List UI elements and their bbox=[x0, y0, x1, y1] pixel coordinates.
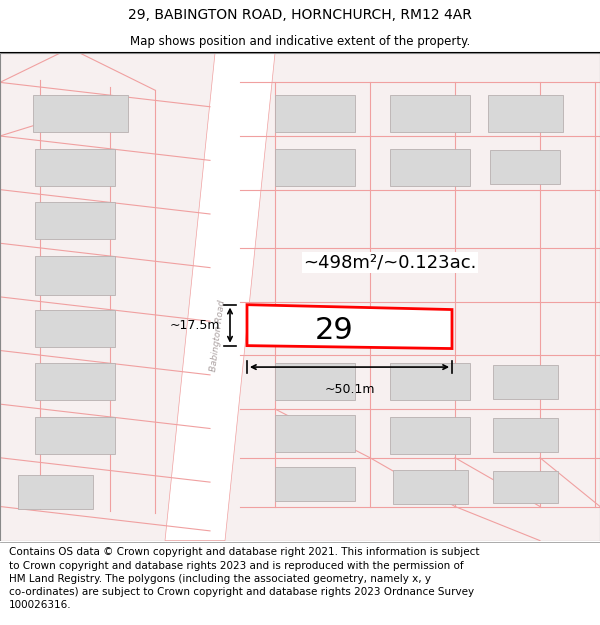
Bar bbox=[35, 363, 115, 400]
Bar bbox=[35, 202, 115, 239]
Text: ~50.1m: ~50.1m bbox=[324, 382, 375, 396]
Text: ~17.5m: ~17.5m bbox=[170, 319, 220, 332]
Bar bbox=[17, 475, 92, 509]
Bar bbox=[32, 95, 128, 132]
Bar bbox=[275, 95, 355, 132]
Bar bbox=[493, 364, 557, 399]
Text: 29, BABINGTON ROAD, HORNCHURCH, RM12 4AR: 29, BABINGTON ROAD, HORNCHURCH, RM12 4AR bbox=[128, 8, 472, 22]
Polygon shape bbox=[165, 53, 275, 541]
Bar bbox=[35, 417, 115, 454]
Text: Babington Road: Babington Road bbox=[209, 299, 227, 372]
Text: Map shows position and indicative extent of the property.: Map shows position and indicative extent… bbox=[130, 35, 470, 48]
Bar bbox=[487, 95, 563, 132]
Bar bbox=[392, 470, 467, 504]
Bar bbox=[275, 363, 355, 400]
Polygon shape bbox=[247, 304, 452, 349]
Bar bbox=[35, 309, 115, 347]
Bar bbox=[390, 149, 470, 186]
Bar bbox=[275, 467, 355, 501]
Bar bbox=[35, 256, 115, 295]
Bar bbox=[390, 363, 470, 400]
Bar bbox=[35, 149, 115, 186]
Text: 29: 29 bbox=[315, 316, 354, 344]
Bar bbox=[275, 149, 355, 186]
Bar bbox=[390, 95, 470, 132]
Bar bbox=[493, 418, 557, 452]
Bar bbox=[490, 150, 560, 184]
Bar bbox=[390, 417, 470, 454]
Text: Contains OS data © Crown copyright and database right 2021. This information is : Contains OS data © Crown copyright and d… bbox=[9, 548, 479, 610]
Bar bbox=[493, 471, 557, 502]
Bar bbox=[275, 415, 355, 452]
Text: ~498m²/~0.123ac.: ~498m²/~0.123ac. bbox=[304, 254, 476, 272]
